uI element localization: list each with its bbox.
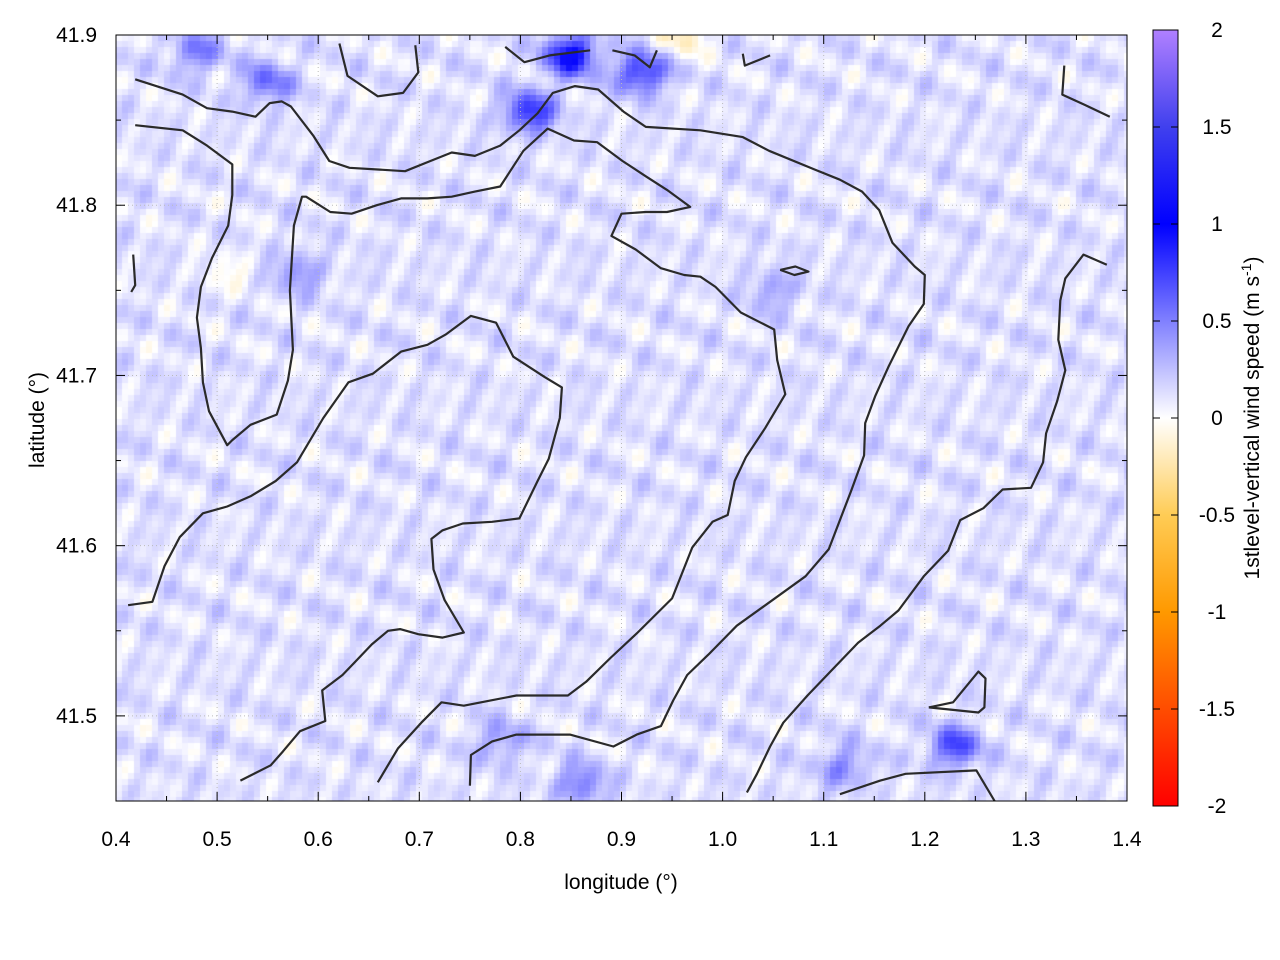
contour-line — [745, 253, 1108, 794]
contour-line — [779, 265, 810, 277]
x-tick-labels: 0.4 0.5 0.6 0.7 0.8 0.9 1.0 1.1 1.2 1.3 1.4 — [101, 828, 1142, 851]
x-tick-label: 1.3 — [1011, 828, 1040, 851]
colorbar-tick-label: -1.5 — [1199, 698, 1235, 721]
contour-line — [928, 670, 987, 714]
colorbar-tick-label: -0.5 — [1199, 504, 1235, 527]
x-tick-label: 1.2 — [910, 828, 939, 851]
x-tick-label: 0.6 — [304, 828, 333, 851]
contour-line — [504, 46, 591, 64]
colorbar-tick-label: 2 — [1211, 19, 1223, 42]
wind-speed-heatmap — [116, 35, 1127, 801]
x-tick-label: 0.5 — [202, 828, 231, 851]
x-tick-label: 0.7 — [405, 828, 434, 851]
contour-line — [127, 314, 564, 782]
contour-line — [134, 78, 926, 786]
colorbar-label: 1stlevel-vertical wind speed (m s-1) — [1238, 257, 1264, 580]
colorbar-tick-label: -2 — [1208, 795, 1227, 818]
grid — [116, 35, 1127, 801]
colorbar-tick-label: 1.5 — [1202, 116, 1231, 139]
contour-line — [741, 53, 771, 67]
y-tick-label: 41.8 — [56, 194, 97, 217]
colorbar-tick-label: 1 — [1211, 213, 1223, 236]
axis-ticks — [115, 34, 1128, 802]
x-tick-label: 1.4 — [1112, 828, 1142, 851]
contour-line — [612, 49, 658, 69]
y-tick-label: 41.7 — [56, 364, 97, 387]
x-axis-label: longitude (°) — [564, 871, 677, 894]
contour-line — [135, 124, 787, 783]
y-tick-labels: 41.5 41.6 41.7 41.8 41.9 — [56, 24, 97, 728]
contour-line — [839, 769, 996, 802]
colorbar-tick-label: 0.5 — [1202, 310, 1231, 333]
colorbar-tick-label: -1 — [1208, 601, 1227, 624]
y-tick-label: 41.6 — [56, 535, 97, 558]
x-tick-label: 1.0 — [708, 828, 737, 851]
colorbar-tick-label: 0 — [1211, 407, 1223, 430]
x-tick-label: 1.1 — [809, 828, 838, 851]
contour-line — [1061, 65, 1111, 118]
x-tick-label: 0.4 — [101, 828, 131, 851]
colorbar-ticks: 2 1.5 1 0.5 0 -0.5 -1 -1.5 -2 — [1153, 19, 1235, 818]
y-axis-label: latitude (°) — [26, 372, 49, 468]
x-tick-label: 0.8 — [506, 828, 535, 851]
contour-lines — [127, 43, 1111, 802]
y-tick-label: 41.5 — [56, 705, 97, 728]
y-tick-label: 41.9 — [56, 24, 97, 47]
contour-line — [338, 43, 420, 98]
x-tick-label: 0.9 — [607, 828, 636, 851]
contour-line — [130, 254, 137, 293]
